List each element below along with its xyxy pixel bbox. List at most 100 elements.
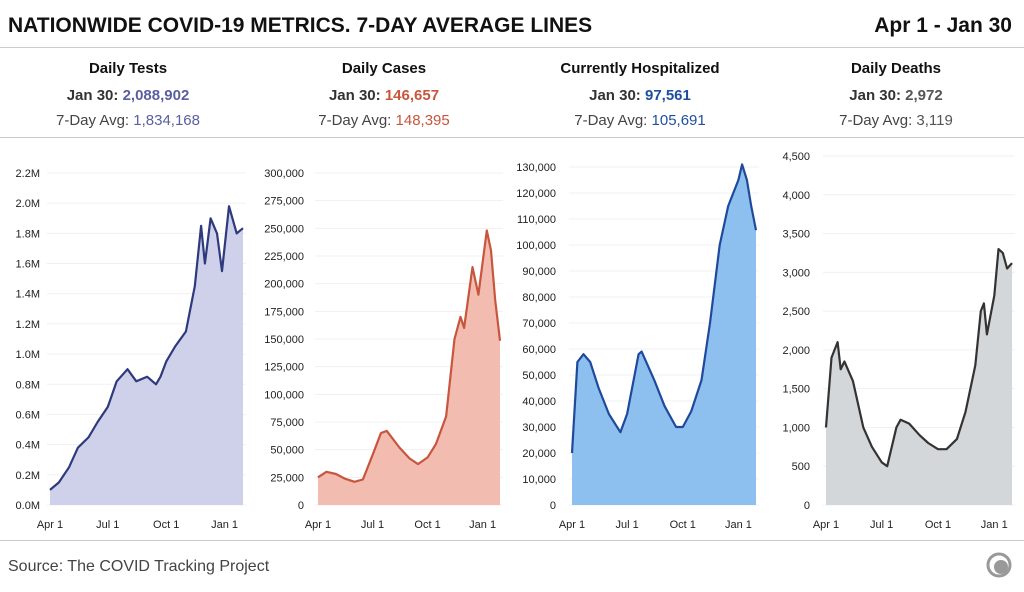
y-tick-label: 1.6M — [16, 259, 40, 271]
y-tick-label: 120,000 — [516, 188, 556, 200]
avg-value: 148,395 — [395, 112, 450, 129]
y-tick-label: 1.4M — [16, 289, 40, 301]
y-tick-label: 40,000 — [522, 396, 556, 408]
y-tick-label: 50,000 — [270, 445, 304, 457]
x-tick-label: Jul 1 — [615, 519, 638, 531]
y-tick-label: 2,000 — [782, 345, 810, 357]
y-tick-label: 70,000 — [522, 318, 556, 330]
stat-latest: Jan 30: 146,657 — [256, 87, 512, 104]
y-tick-label: 1,000 — [782, 422, 810, 434]
y-tick-label: 4,500 — [782, 151, 810, 163]
stat-1: Daily Cases Jan 30: 146,657 7-Day Avg: 1… — [256, 60, 512, 129]
stat-title: Daily Deaths — [850, 60, 942, 77]
x-tick-label: Jan 1 — [981, 519, 1008, 531]
y-tick-label: 1.0M — [16, 349, 40, 361]
y-tick-label: 110,000 — [517, 214, 556, 226]
daily-values-area — [826, 249, 1012, 505]
x-tick-label: Jan 1 — [211, 519, 238, 531]
stat-latest: Jan 30: 97,561 — [512, 87, 768, 104]
y-tick-label: 30,000 — [522, 422, 556, 434]
y-tick-label: 0 — [298, 500, 304, 512]
y-tick-label: 3,000 — [782, 267, 810, 279]
y-tick-label: 500 — [792, 461, 810, 473]
x-tick-label: Jul 1 — [361, 519, 384, 531]
stat-title: Currently Hospitalized — [560, 60, 720, 77]
y-tick-label: 2.0M — [16, 198, 40, 210]
seven-day-average-line — [317, 229, 502, 483]
y-tick-label: 20,000 — [522, 448, 556, 460]
x-tick-label: Apr 1 — [813, 519, 839, 531]
covid-tracking-logo-icon — [986, 552, 1012, 583]
latest-value: 146,657 — [384, 87, 440, 104]
avg-label: 7-Day Avg: — [55, 112, 130, 129]
y-tick-label: 0.8M — [16, 379, 40, 391]
y-tick-label: 75,000 — [270, 417, 304, 429]
y-tick-label: 60,000 — [522, 344, 556, 356]
daily-values-area — [50, 206, 243, 505]
y-tick-label: 0.0M — [16, 500, 40, 512]
stat-latest: Jan 30: 2,972 — [768, 87, 1024, 104]
latest-label: Jan 30: — [589, 87, 641, 104]
y-tick-label: 10,000 — [522, 474, 556, 486]
x-tick-label: Jan 1 — [469, 519, 496, 531]
y-tick-label: 80,000 — [522, 292, 556, 304]
seven-day-average-line — [570, 163, 758, 454]
latest-value: 2,972 — [905, 87, 943, 104]
avg-value: 1,834,168 — [133, 112, 200, 129]
daily-values-area — [318, 230, 500, 505]
y-tick-label: 25,000 — [270, 472, 304, 484]
y-tick-label: 0.2M — [16, 470, 40, 482]
avg-label: 7-Day Avg: — [839, 112, 913, 129]
y-tick-label: 0 — [550, 500, 556, 512]
x-tick-label: Apr 1 — [305, 519, 331, 531]
stat-avg: 7-Day Avg: 1,834,168 — [0, 112, 256, 129]
y-tick-label: 4,000 — [782, 190, 810, 202]
stat-title: Daily Cases — [341, 60, 427, 77]
y-tick-label: 125,000 — [264, 362, 304, 374]
y-tick-label: 200,000 — [264, 279, 304, 291]
charts: 0.0M 0.2M 0.4M 0.6M 0.8M 1.0M 1.2M 1.4M 1.6M 1.8M… — [16, 151, 1015, 531]
latest-label: Jan 30: — [328, 87, 381, 104]
y-tick-label: 50,000 — [522, 370, 556, 382]
y-tick-label: 100,000 — [516, 240, 556, 252]
divider — [0, 540, 1024, 541]
y-tick-label: 150,000 — [264, 334, 304, 346]
source-note: Source: The COVID Tracking Project — [8, 558, 270, 575]
stat-avg: 7-Day Avg: 3,119 — [768, 112, 1024, 129]
x-tick-label: Oct 1 — [153, 519, 179, 531]
x-tick-label: Jul 1 — [870, 519, 893, 531]
y-tick-label: 0.6M — [16, 409, 40, 421]
divider — [0, 137, 1024, 138]
y-tick-label: 0 — [804, 500, 810, 512]
seven-day-average-line — [824, 248, 1013, 468]
x-tick-label: Jul 1 — [96, 519, 119, 531]
stat-avg: 7-Day Avg: 148,395 — [256, 112, 512, 129]
y-tick-label: 1,500 — [782, 384, 810, 396]
y-tick-label: 0.4M — [16, 440, 40, 452]
y-tick-label: 300,000 — [264, 168, 304, 180]
stat-title: Daily Tests — [88, 60, 168, 77]
date-range: Apr 1 - Jan 30 — [874, 14, 1012, 37]
y-tick-label: 225,000 — [264, 251, 304, 263]
y-tick-label: 100,000 — [264, 389, 304, 401]
latest-label: Jan 30: — [849, 87, 901, 104]
page-title: NATIONWIDE COVID-19 METRICS. 7-DAY AVERA… — [8, 14, 593, 37]
daily-values-area — [572, 164, 756, 505]
stat-2: Currently Hospitalized Jan 30: 97,561 7-… — [512, 60, 768, 129]
y-tick-label: 130,000 — [516, 162, 556, 174]
stat-avg: 7-Day Avg: 105,691 — [512, 112, 768, 129]
stat-0: Daily Tests Jan 30: 2,088,902 7-Day Avg:… — [0, 60, 256, 129]
y-tick-label: 2,500 — [782, 306, 810, 318]
y-tick-label: 90,000 — [522, 266, 556, 278]
x-tick-label: Apr 1 — [37, 519, 63, 531]
y-tick-label: 3,500 — [782, 229, 810, 241]
x-tick-label: Jan 1 — [725, 519, 752, 531]
y-tick-label: 250,000 — [264, 223, 304, 235]
latest-value: 2,088,902 — [122, 87, 190, 104]
x-tick-label: Oct 1 — [414, 519, 440, 531]
x-tick-label: Oct 1 — [925, 519, 951, 531]
avg-label: 7-Day Avg: — [318, 112, 392, 129]
avg-value: 105,691 — [651, 112, 706, 129]
latest-label: Jan 30: — [66, 87, 119, 104]
y-tick-label: 2.2M — [16, 168, 40, 180]
